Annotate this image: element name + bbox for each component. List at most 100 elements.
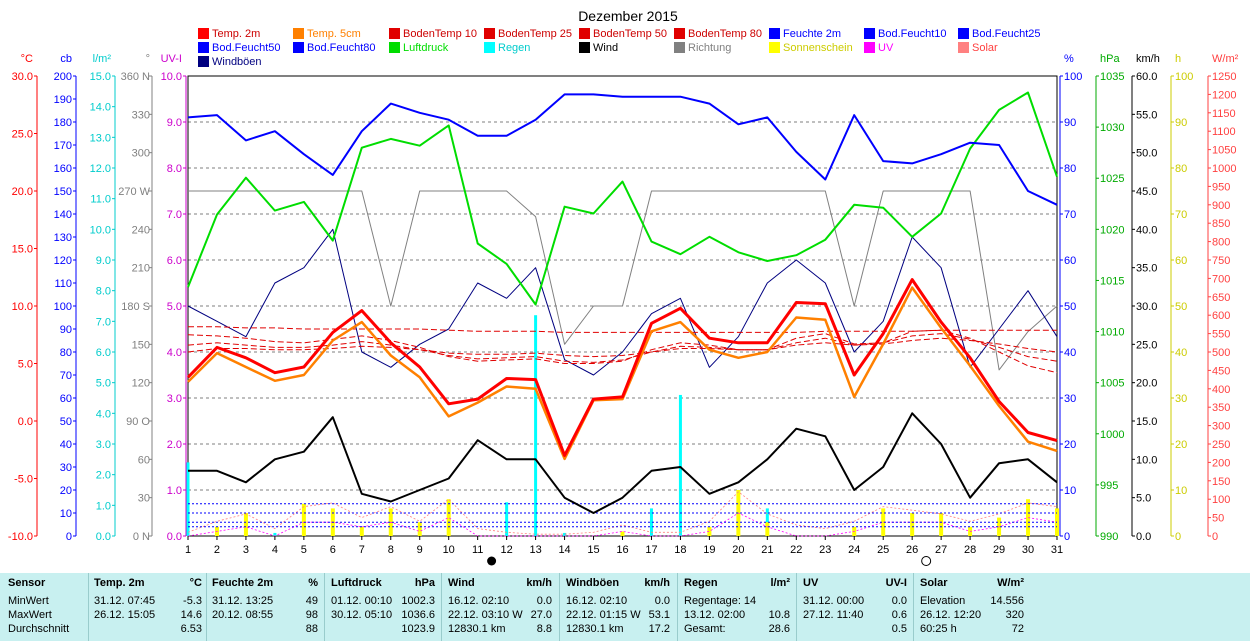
stats-time: 30.12. 05:10	[331, 609, 393, 621]
axis-tick-label-h: 80	[1175, 163, 1187, 175]
sunshine-bar	[446, 499, 451, 536]
axis-tick-label-kmh: 5.0	[1136, 493, 1151, 505]
axis-tick-label-rain: 14.0	[90, 102, 111, 114]
legend-label: BodenTemp 10	[403, 28, 477, 40]
series-line-luftdruck	[187, 91, 1058, 306]
axis-tick-label-cb: 150	[54, 186, 72, 198]
axis-tick-label-dir: 30	[138, 493, 150, 505]
axis-tick-label-kmh: 55.0	[1136, 109, 1157, 121]
stats-header-wind: Wind	[448, 577, 475, 589]
axis-tick-label-temp: 5.0	[18, 359, 33, 371]
x-tick-label: 1	[185, 544, 191, 556]
stats-value: 8.8	[536, 623, 552, 635]
stats-value: 53.1	[648, 609, 670, 621]
axis-tick-label-dir: 240	[132, 224, 150, 236]
axis-unit-temp: °C	[21, 53, 33, 65]
axis-tick-label-hum: 0	[1064, 531, 1070, 543]
stats-value: 17.2	[648, 623, 670, 635]
rain-bar	[563, 532, 567, 536]
axis-tick-label-uv: 3.0	[167, 393, 182, 405]
axis-tick-label-wm2: 550	[1212, 329, 1230, 341]
axis-tick-label-kmh: 45.0	[1136, 186, 1157, 198]
axis-tick-label-h: 90	[1175, 117, 1187, 129]
axis-tick-label-rain: 7.0	[96, 316, 111, 328]
legend-label: Sonnenschein	[783, 42, 853, 54]
stats-time: 60:25 h	[920, 623, 957, 635]
axis-tick-label-wm2: 450	[1212, 365, 1230, 377]
axis-tick-label-rain: 13.0	[90, 132, 111, 144]
axis-tick-label-rain: 12.0	[90, 163, 111, 175]
axis-tick-label-hum: 40	[1064, 347, 1076, 359]
stats-value: 1002.3	[401, 595, 435, 607]
axis-tick-label-uv: 4.0	[167, 347, 182, 359]
axis-tick-label-dir: 330	[132, 109, 150, 121]
x-tick-label: 19	[703, 544, 715, 556]
legend-label: BodenTemp 25	[498, 28, 572, 40]
axis-tick-label-uv: 8.0	[167, 163, 182, 175]
axis-unit-cb: cb	[60, 53, 72, 65]
axis-unit-kmh: km/h	[1136, 53, 1160, 65]
legend-label: Windböen	[212, 56, 262, 68]
stats-value: 28.6	[768, 623, 790, 635]
chart-title: Dezember 2015	[578, 8, 678, 24]
stats-unit: W/m²	[997, 577, 1024, 589]
axis-tick-label-dir: 60	[138, 454, 150, 466]
new-moon-icon	[487, 556, 497, 566]
stats-value: 14.6	[180, 609, 202, 621]
series-line-temp-5cm	[187, 286, 1058, 461]
axis-tick-label-cb: 70	[60, 370, 72, 382]
axis-tick-label-wm2: 500	[1212, 347, 1230, 359]
axis-tick-label-rain: 8.0	[96, 286, 111, 298]
axis-tick-label-h: 40	[1175, 347, 1187, 359]
x-tick-label: 9	[417, 544, 423, 556]
axis-tick-label-kmh: 60.0	[1136, 71, 1157, 83]
axis-tick-label-wm2: 100	[1212, 494, 1230, 506]
legend-label: Bod.Feucht80	[307, 42, 376, 54]
x-tick-label: 29	[993, 544, 1005, 556]
x-tick-label: 24	[848, 544, 860, 556]
sunshine-bar	[243, 513, 248, 536]
x-tick-label: 8	[388, 544, 394, 556]
axis-tick-label-wm2: 600	[1212, 310, 1230, 322]
stats-value: 0.0	[654, 595, 670, 607]
x-axis: 1 2 3 4 5 6 7 8 9 10 11 12 13 14 15 16 17 18 19 20 21 22 23 24 2…	[185, 536, 1063, 566]
x-tick-label: 30	[1022, 544, 1034, 556]
axis-tick-label-hum: 90	[1064, 117, 1076, 129]
rain-bar	[649, 508, 653, 536]
stats-time: 26.12. 12:20	[920, 609, 982, 621]
axis-tick-label-wm2: 1150	[1212, 108, 1236, 120]
stats-time: 31.12. 07:45	[94, 595, 156, 607]
legend-swatch	[293, 28, 304, 39]
axis-unit-hpa: hPa	[1100, 53, 1120, 65]
axis-tick-label-uv: 5.0	[167, 301, 182, 313]
stats-value: 14.556	[990, 595, 1024, 607]
stats-value: 27.0	[530, 609, 552, 621]
x-tick-label: 20	[732, 544, 744, 556]
stats-unit: km/h	[526, 577, 552, 589]
axis-tick-label-hpa: 1000	[1100, 429, 1124, 441]
axis-tick-label-dir: 210	[132, 263, 150, 275]
axis-tick-label-temp: -5.0	[14, 474, 33, 486]
legend-label: BodenTemp 80	[688, 28, 762, 40]
axis-tick-label-wm2: 650	[1212, 292, 1230, 304]
axis-tick-label-rain: 3.0	[96, 439, 111, 451]
sunshine-bar	[707, 526, 712, 536]
sunshine-bar	[765, 522, 770, 536]
legend-swatch	[674, 42, 685, 53]
stats-time: Elevation	[920, 595, 966, 607]
axis-tick-label-wm2: 1200	[1212, 89, 1236, 101]
stats-value: 320	[1005, 609, 1024, 621]
axis-tick-label-hum: 20	[1064, 439, 1076, 451]
axis-unit-dir: °	[146, 53, 150, 65]
x-tick-label: 18	[674, 544, 686, 556]
axis-tick-label-cb: 140	[54, 209, 72, 221]
legend-swatch	[864, 28, 875, 39]
series-line-richtung	[188, 190, 1058, 371]
axis-tick-label-dir: 360 N	[121, 71, 150, 83]
axis-tick-label-kmh: 35.0	[1136, 263, 1157, 275]
legend-label: Feuchte 2m	[783, 28, 841, 40]
axis-tick-label-uv: 10.0	[161, 71, 182, 83]
axis-tick-label-dir: 0 N	[133, 531, 150, 543]
legend-swatch	[579, 28, 590, 39]
stats-wind-col: Wind km/h 16.12. 02:10 0.0 22.12. 03:10 …	[448, 577, 552, 641]
